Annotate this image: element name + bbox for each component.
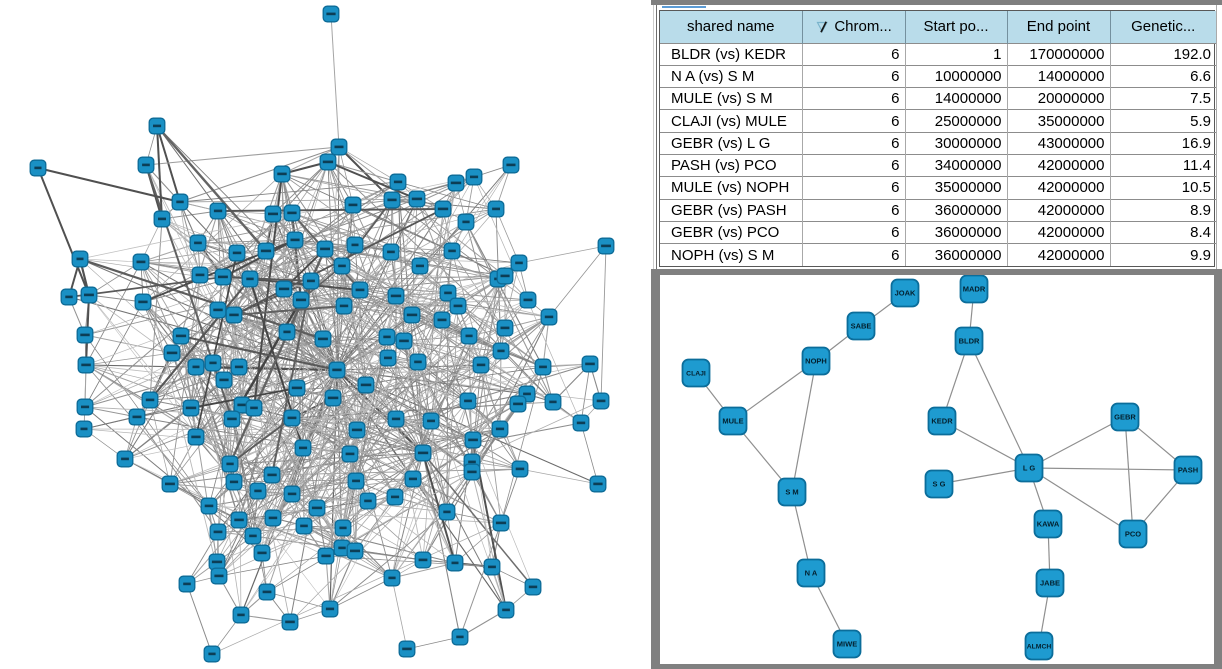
svg-text:MULE: MULE (722, 417, 743, 426)
svg-text:JOAK: JOAK (895, 289, 916, 298)
svg-text:CLAJI: CLAJI (686, 371, 706, 378)
svg-text:PASH: PASH (1178, 466, 1198, 475)
svg-text:PCO: PCO (1125, 530, 1141, 539)
svg-text:N A: N A (805, 569, 818, 578)
svg-text:MADR: MADR (963, 285, 986, 294)
svg-text:SABE: SABE (851, 322, 872, 331)
svg-text:MIWE: MIWE (837, 640, 857, 649)
svg-text:KEDR: KEDR (931, 417, 953, 426)
svg-text:BLDR: BLDR (959, 337, 980, 346)
svg-text:S G: S G (933, 480, 946, 489)
svg-text:ALMCH: ALMCH (1027, 644, 1052, 651)
svg-text:L G: L G (1023, 464, 1036, 473)
svg-text:S M: S M (785, 488, 798, 497)
svg-text:GEBR: GEBR (1114, 413, 1136, 422)
svg-text:JABE: JABE (1040, 579, 1060, 588)
svg-text:NOPH: NOPH (805, 357, 827, 366)
svg-text:KAWA: KAWA (1037, 520, 1060, 529)
